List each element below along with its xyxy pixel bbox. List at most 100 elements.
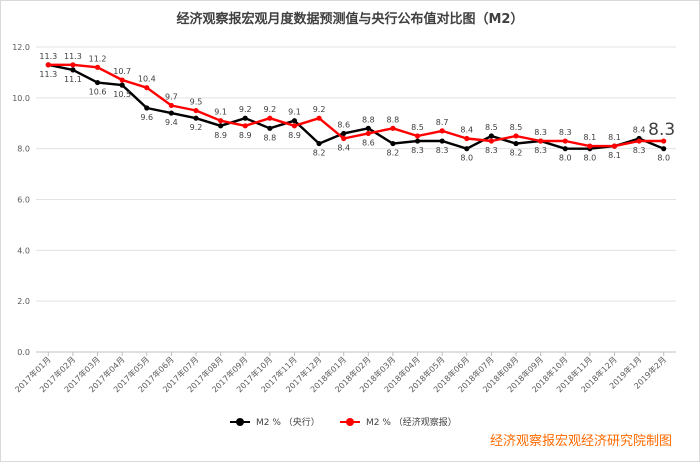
- data-point-eeo: [439, 128, 445, 134]
- data-label-eeo: 9.5: [190, 98, 203, 107]
- series-line-eeo: [48, 63, 664, 148]
- data-point-eeo: [218, 118, 224, 124]
- data-label-eeo: 8.1: [583, 133, 596, 142]
- data-label-eeo: 8.3: [534, 128, 547, 137]
- y-tick-label: 0.0: [17, 348, 30, 357]
- data-point-eeo: [94, 64, 101, 70]
- series-line-central-bank: [48, 63, 665, 150]
- y-tick-label: 4.0: [17, 246, 30, 255]
- data-label-central-bank: 8.8: [362, 115, 375, 124]
- data-label-central-bank: 10.5: [113, 90, 131, 99]
- data-point-eeo: [390, 125, 396, 131]
- data-point-central-bank: [70, 67, 76, 73]
- data-label-central-bank: 11.3: [39, 70, 57, 79]
- data-label-central-bank: 9.1: [288, 108, 301, 117]
- data-label-central-bank: 8.1: [608, 151, 621, 160]
- data-label-eeo: 8.4: [460, 126, 473, 135]
- data-point-eeo: [144, 85, 150, 91]
- data-label-eeo: 8.6: [362, 138, 375, 147]
- data-label-central-bank: 8.5: [485, 123, 498, 132]
- legend-label-central-bank: M2 % （央行）: [256, 418, 320, 428]
- data-label-central-bank: 8.3: [411, 146, 424, 155]
- data-point-eeo: [488, 138, 494, 144]
- data-point-eeo: [119, 77, 125, 83]
- data-point-eeo: [341, 135, 347, 142]
- data-label-central-bank: 9.2: [239, 105, 252, 114]
- data-label-eeo: 11.3: [39, 52, 57, 61]
- data-label-eeo: 8.8: [387, 115, 400, 124]
- data-point-central-bank: [464, 146, 470, 152]
- data-label-eeo: 8.1: [608, 133, 621, 142]
- data-label-central-bank: 10.6: [89, 88, 107, 97]
- data-label-eeo: 8.4: [337, 144, 350, 153]
- data-label-central-bank: 8.2: [510, 149, 523, 158]
- data-point-central-bank: [341, 130, 347, 137]
- data-point-eeo: [661, 138, 667, 144]
- data-label-central-bank: 11.1: [64, 75, 82, 84]
- data-label-eeo: 11.2: [89, 54, 107, 63]
- watermark-credit: 经济观察报宏观经济研究院制图: [489, 434, 672, 449]
- data-point-central-bank: [439, 138, 445, 144]
- data-point-central-bank: [316, 140, 322, 147]
- y-tick-label: 2.0: [17, 297, 30, 306]
- data-label-central-bank: 8.0: [559, 154, 572, 163]
- data-point-central-bank: [488, 133, 494, 139]
- data-point-eeo: [365, 130, 371, 137]
- data-label-eeo: 10.7: [113, 67, 131, 76]
- data-point-central-bank: [242, 115, 248, 121]
- legend-marker-black: [236, 418, 244, 426]
- data-point-eeo: [193, 107, 199, 114]
- data-point-central-bank: [365, 125, 371, 131]
- data-label-central-bank: 8.4: [633, 126, 646, 135]
- data-label-eeo: 8.9: [288, 131, 301, 140]
- data-point-central-bank: [144, 105, 150, 111]
- data-label-central-bank: 8.3: [436, 146, 449, 155]
- data-point-central-bank: [119, 82, 125, 88]
- data-point-central-bank: [267, 125, 273, 131]
- data-point-eeo: [70, 62, 76, 68]
- y-tick-label: 8.0: [17, 145, 30, 154]
- legend: M2 % （央行） M2 % （经济观察报）: [0, 414, 700, 430]
- data-point-central-bank: [513, 140, 519, 147]
- data-label-central-bank: 9.2: [190, 123, 203, 132]
- data-label-central-bank: 8.8: [263, 133, 276, 142]
- data-label-central-bank: 8.3: [534, 146, 547, 155]
- y-tick-label: 10.0: [12, 94, 30, 103]
- data-label-eeo: 10.4: [138, 75, 156, 84]
- data-point-eeo: [316, 115, 322, 121]
- data-point-eeo: [538, 138, 544, 144]
- data-label-central-bank: 8.0: [460, 154, 473, 163]
- data-point-central-bank: [291, 118, 298, 124]
- data-label-eeo: 8.9: [239, 131, 252, 140]
- data-point-central-bank: [562, 146, 568, 152]
- data-point-eeo: [242, 123, 248, 129]
- data-point-eeo: [291, 123, 298, 129]
- data-label-eeo: 8.5: [411, 123, 424, 132]
- data-point-central-bank: [661, 146, 667, 152]
- data-label-eeo: 9.2: [313, 105, 326, 114]
- data-label-eeo: 9.2: [263, 105, 276, 114]
- legend-marker-red: [346, 418, 354, 426]
- data-label-eeo: 8.3: [485, 146, 498, 155]
- data-label-central-bank: 8.0: [583, 154, 596, 163]
- data-label-eeo: 9.7: [165, 92, 178, 101]
- data-point-eeo: [513, 133, 519, 139]
- data-label-eeo: 8.7: [436, 118, 449, 127]
- y-tick-label: 6.0: [17, 196, 30, 205]
- data-point-eeo: [45, 62, 51, 68]
- data-point-eeo: [267, 115, 273, 121]
- data-label-eeo: 8.3: [648, 120, 675, 140]
- data-point-central-bank: [414, 138, 421, 144]
- data-point-eeo: [587, 143, 593, 149]
- data-point-eeo: [414, 133, 421, 139]
- data-point-eeo: [168, 102, 174, 109]
- data-label-central-bank: 9.4: [165, 118, 178, 127]
- data-point-central-bank: [193, 115, 199, 121]
- data-point-central-bank: [390, 140, 396, 147]
- data-label-eeo: 8.3: [633, 146, 646, 155]
- data-label-eeo: 8.3: [559, 128, 572, 137]
- data-point-eeo: [464, 135, 470, 142]
- data-label-central-bank: 9.6: [140, 113, 153, 122]
- y-tick-label: 12.0: [12, 43, 30, 52]
